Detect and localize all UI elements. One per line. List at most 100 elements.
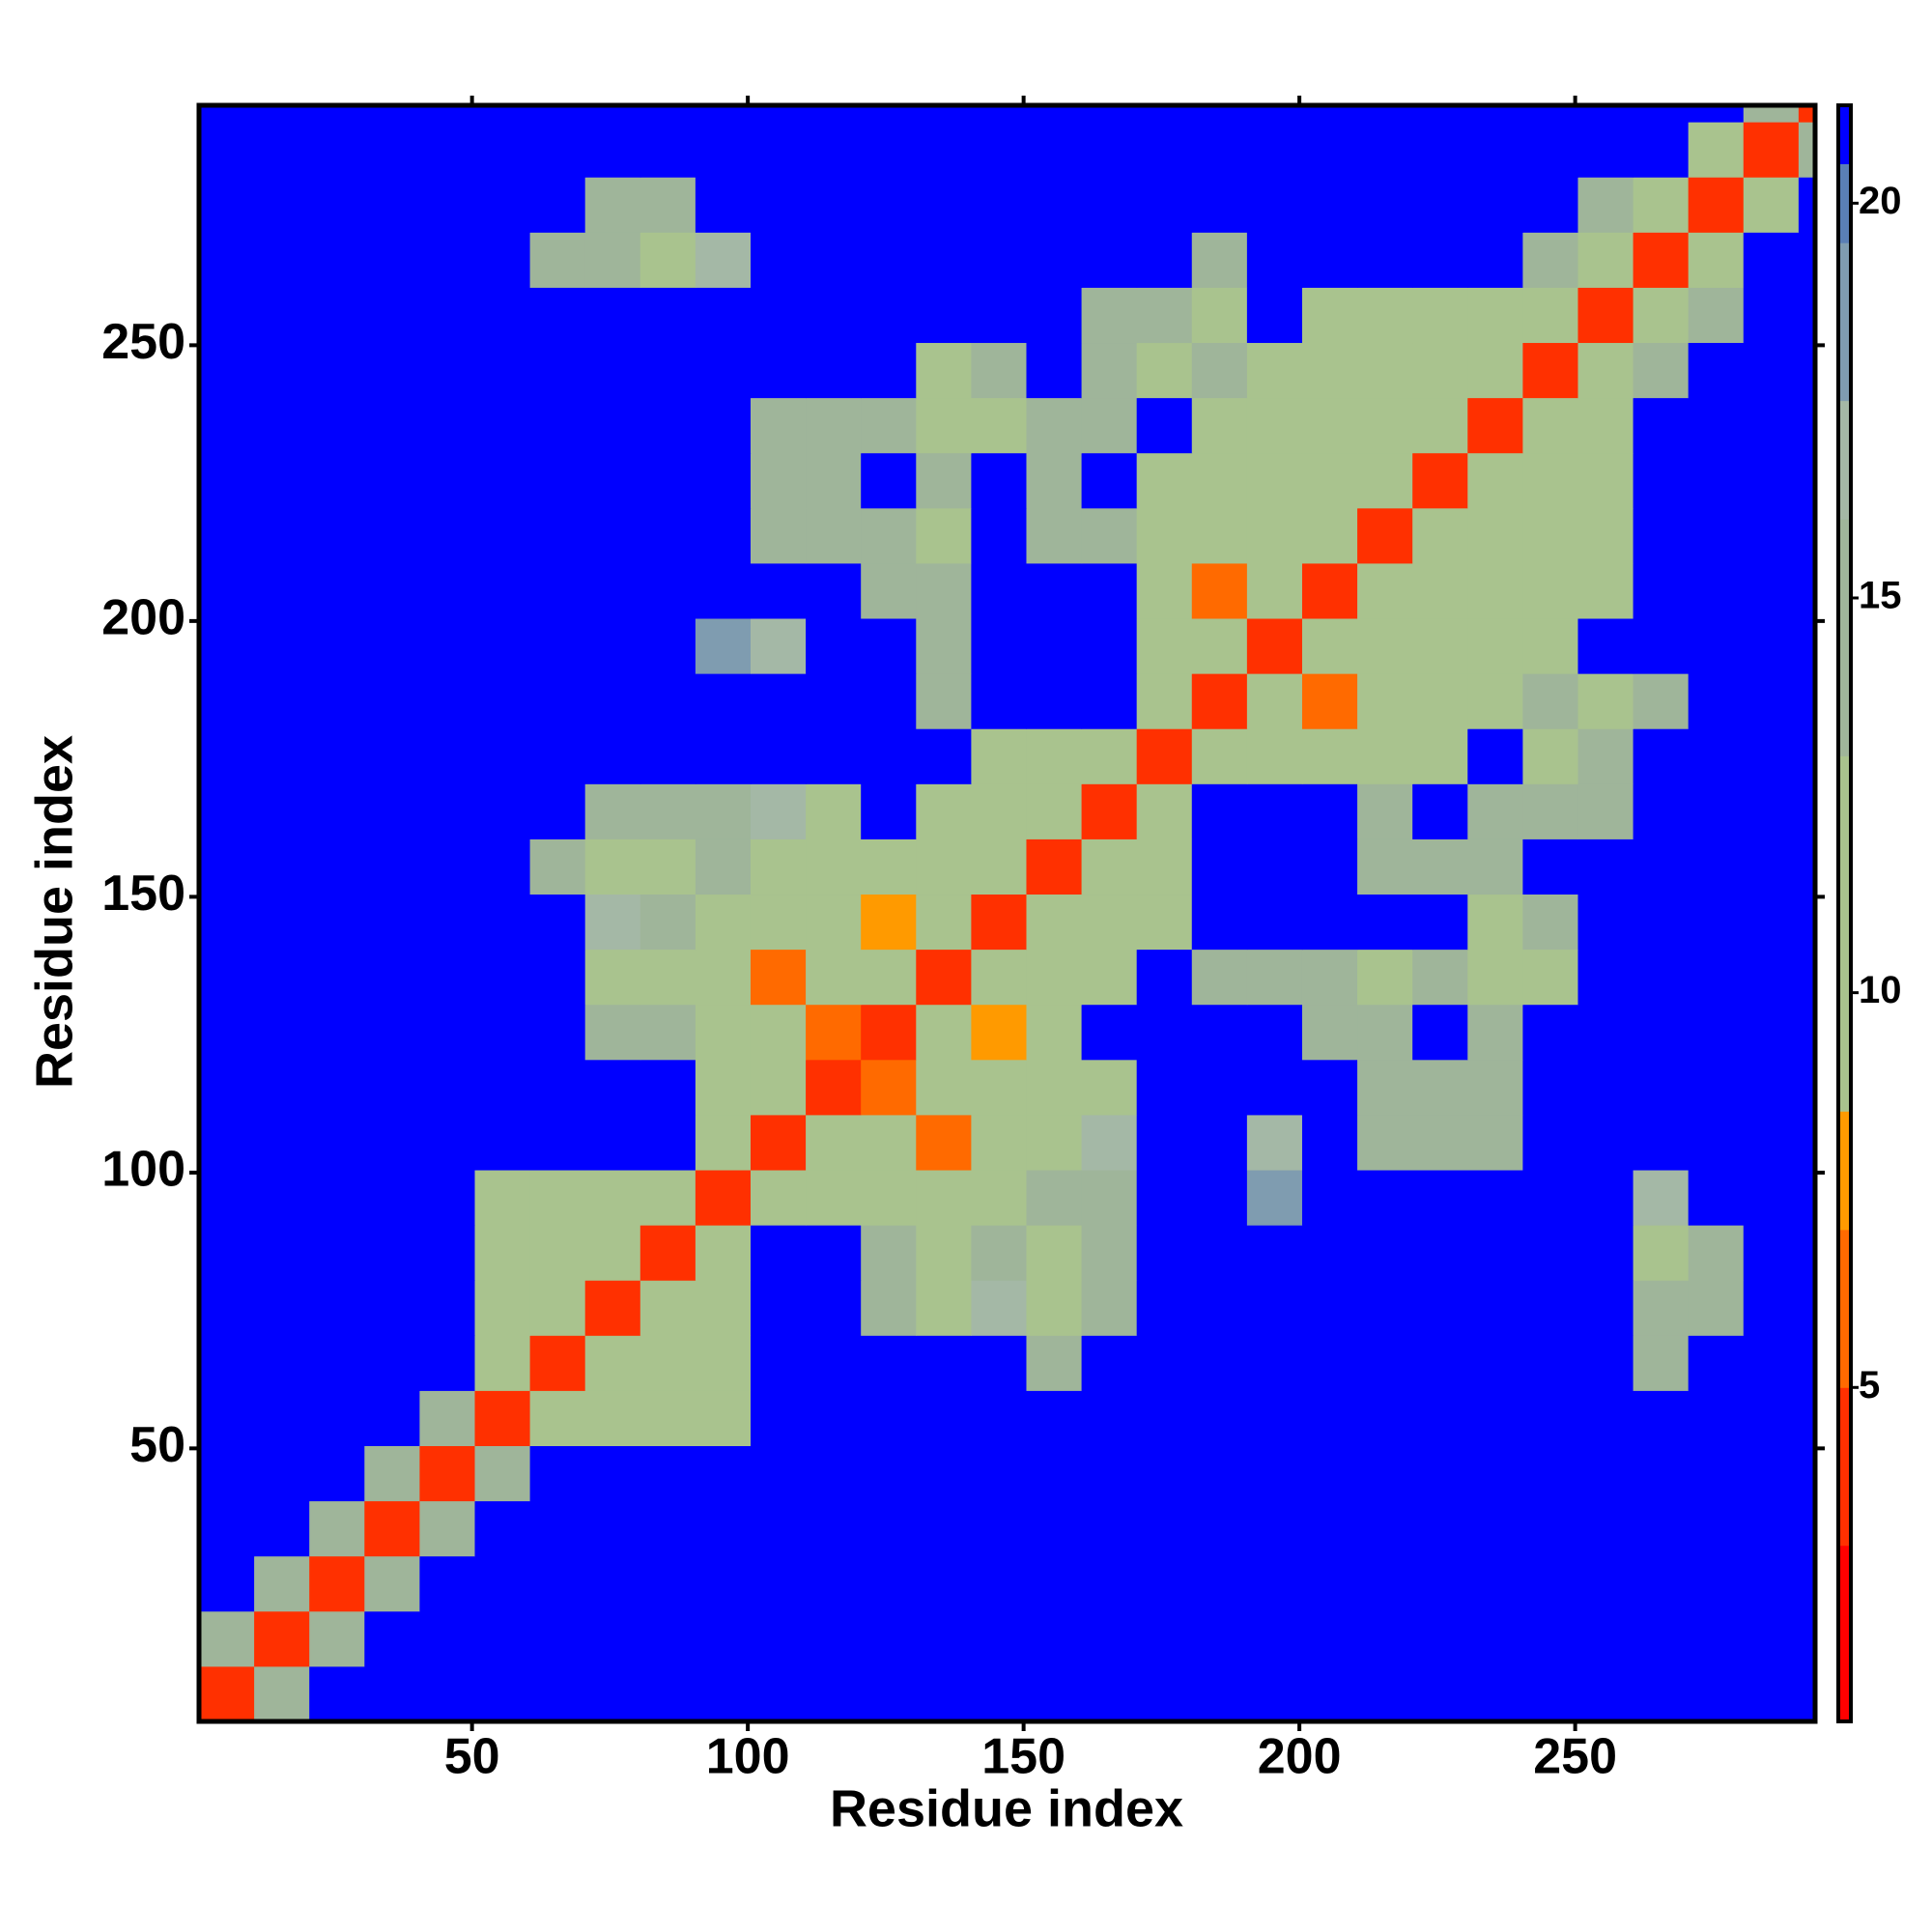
heatmap-cell (1026, 894, 1083, 951)
heatmap-cell (1301, 1610, 1358, 1667)
colorbar-tick-label: 15 (1859, 575, 1902, 617)
heatmap-cell (1301, 342, 1358, 399)
heatmap-cell (1412, 177, 1468, 233)
heatmap-cell (254, 287, 310, 344)
heatmap-cell (639, 618, 696, 674)
heatmap-cell (750, 1610, 807, 1667)
heatmap-cell (364, 287, 420, 344)
heatmap-cell (1633, 1004, 1690, 1061)
heatmap-cell (529, 1610, 586, 1667)
heatmap-cell (1136, 1335, 1193, 1391)
heatmap-cell (529, 838, 586, 895)
heatmap-cell (584, 1170, 641, 1226)
heatmap-cell (1357, 122, 1413, 178)
heatmap-cell (639, 673, 696, 729)
heatmap-cell (1577, 122, 1634, 178)
heatmap-cell (916, 287, 972, 344)
heatmap-cell (1026, 122, 1083, 178)
heatmap-cell (474, 507, 531, 564)
heatmap-cell (1412, 562, 1468, 619)
heatmap-cell (695, 452, 752, 509)
heatmap-cell (1577, 105, 1634, 123)
heatmap-cell (1357, 232, 1413, 288)
heatmap-cell (971, 287, 1027, 344)
heatmap-cell (1136, 838, 1193, 895)
heatmap-cell (861, 1004, 917, 1061)
heatmap-cell (1301, 105, 1358, 123)
heatmap-cell (364, 177, 420, 233)
heatmap-cell (199, 1170, 255, 1226)
heatmap-cell (1798, 1059, 1816, 1116)
heatmap-cell (1522, 1665, 1578, 1722)
heatmap-cell (1412, 1390, 1468, 1447)
heatmap-cell (1522, 507, 1578, 564)
heatmap-cell (1412, 1335, 1468, 1391)
heatmap-cell (971, 1004, 1027, 1061)
heatmap-cell (1412, 783, 1468, 839)
heatmap-cell (364, 894, 420, 951)
heatmap-cell (254, 177, 310, 233)
heatmap-cell (1246, 1665, 1303, 1722)
heatmap-cell (474, 1335, 531, 1391)
heatmap-cell (254, 1445, 310, 1502)
heatmap-cell (861, 287, 917, 344)
heatmap-cell (1798, 1555, 1816, 1612)
heatmap-cell (1467, 122, 1523, 178)
heatmap-cell (916, 452, 972, 509)
heatmap-cell (1136, 783, 1193, 839)
heatmap-cell (1688, 1335, 1745, 1391)
heatmap-cell (364, 1665, 420, 1722)
heatmap-cell (419, 728, 475, 784)
heatmap-cell (1026, 1225, 1083, 1281)
heatmap-cell (1246, 1114, 1303, 1171)
heatmap-cell (695, 728, 752, 784)
heatmap-cell (254, 1280, 310, 1336)
heatmap-cell (419, 177, 475, 233)
heatmap-cell (1301, 1390, 1358, 1447)
heatmap-cell (1743, 1390, 1800, 1447)
heatmap-cell (529, 287, 586, 344)
heatmap-cell (1798, 949, 1816, 1006)
x-tick-label: 100 (706, 1729, 790, 1785)
heatmap-cell (1301, 452, 1358, 509)
heatmap-cell (1467, 1390, 1523, 1447)
heatmap-cell (309, 1500, 365, 1557)
heatmap-cell (806, 1170, 862, 1226)
heatmap-cell (1467, 838, 1523, 895)
heatmap-cell (1301, 1225, 1358, 1281)
heatmap-cell (529, 1170, 586, 1226)
heatmap-cell (916, 1280, 972, 1336)
heatmap-cell (695, 783, 752, 839)
heatmap-cell (584, 673, 641, 729)
heatmap-cell (474, 105, 531, 123)
heatmap-cell (1633, 673, 1690, 729)
heatmap-cell (695, 177, 752, 233)
heatmap-cell (1136, 122, 1193, 178)
heatmap-cell (1136, 177, 1193, 233)
heatmap-cell (474, 122, 531, 178)
heatmap-cell (474, 894, 531, 951)
heatmap-cell (1467, 342, 1523, 399)
heatmap-cell (1301, 1445, 1358, 1502)
heatmap-cell (364, 452, 420, 509)
heatmap-cell (916, 673, 972, 729)
heatmap-cell (806, 1665, 862, 1722)
heatmap-cell (806, 618, 862, 674)
heatmap-cell (1246, 122, 1303, 178)
colorbar-band (1838, 400, 1851, 520)
heatmap-cell (474, 342, 531, 399)
heatmap-cell (695, 949, 752, 1006)
heatmap-cell (1522, 232, 1578, 288)
heatmap-cell (1577, 1004, 1634, 1061)
heatmap-cell (1798, 452, 1816, 509)
heatmap-cell (1688, 673, 1745, 729)
heatmap-cell (1798, 618, 1816, 674)
heatmap-cell (1357, 397, 1413, 454)
colorbar-band (1838, 1229, 1851, 1388)
heatmap-cell (1798, 728, 1816, 784)
heatmap-cell (364, 1004, 420, 1061)
heatmap-cell (971, 177, 1027, 233)
heatmap-cell (1081, 1610, 1138, 1667)
heatmap-cell (1688, 1114, 1745, 1171)
heatmap-cell (364, 1610, 420, 1667)
